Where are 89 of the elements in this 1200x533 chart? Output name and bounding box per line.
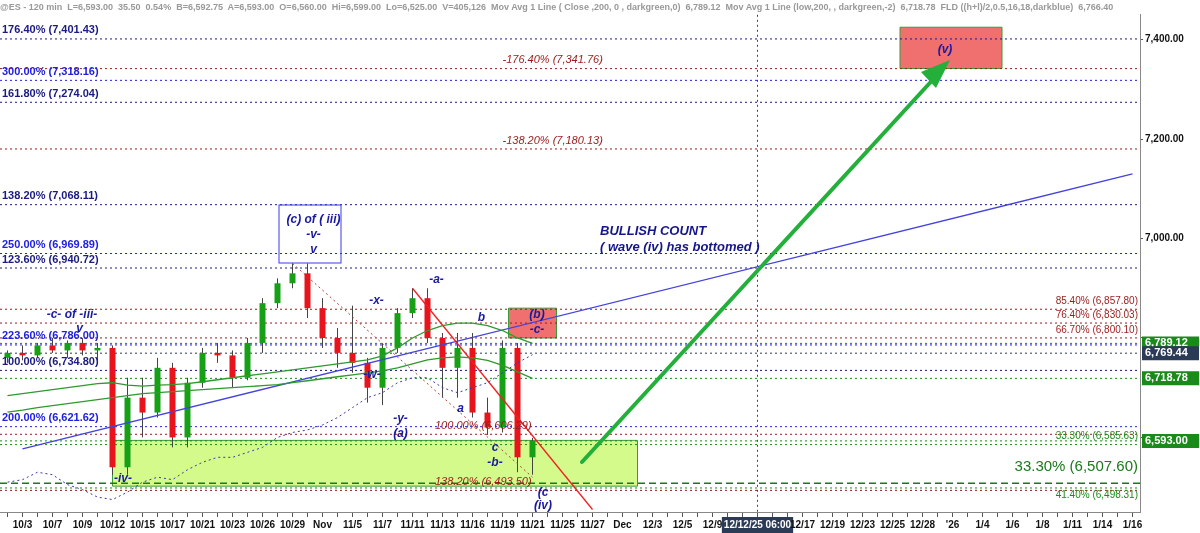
- annotation: -v-: [306, 226, 321, 241]
- x-tick-label: 1/4: [975, 518, 990, 530]
- ref-line-label: 161.80% (7,274.04): [2, 86, 99, 99]
- x-tick-label: 11/25: [550, 518, 576, 530]
- candlestick: [229, 349, 236, 389]
- x-tick-label: 10/26: [249, 518, 276, 530]
- annotation: -y-: [393, 411, 408, 426]
- ref-line-label: 6,718.78: [1145, 371, 1188, 384]
- x-tick-label: 10/7: [42, 518, 63, 530]
- y-tick-label: 7,000.00: [1145, 232, 1185, 244]
- ref-line-label: 300.00% (7,318.16): [2, 64, 99, 77]
- annotation: (c) of ( iii): [286, 212, 341, 227]
- annotation: a: [457, 401, 465, 416]
- x-tick-label: 11/21: [520, 518, 546, 530]
- ref-line-label: 250.00% (6,969.89): [2, 238, 99, 251]
- x-tick-label: 10/3: [12, 518, 33, 530]
- x-tick-label: 10/15: [129, 518, 156, 530]
- ref-line-label: -176.40% (7,341.76): [502, 53, 604, 66]
- candlestick: [139, 377, 146, 438]
- candlestick: [529, 437, 536, 476]
- ref-line-label: -138.20% (7,180.13): [502, 133, 604, 146]
- annotation: -iv-: [114, 470, 132, 485]
- x-tick-label: 1/6: [1005, 518, 1020, 530]
- ref-line-label: 66.70% (6,800.10): [1055, 323, 1138, 335]
- ref-line-label: 85.40% (6,857.80): [1055, 294, 1138, 306]
- annotation: (b): [529, 307, 545, 322]
- x-tick-label: 10/21: [189, 518, 216, 530]
- annotation: (a): [393, 425, 408, 440]
- ref-line-label: 123.60% (6,940.72): [2, 252, 99, 265]
- x-tick-label: 11/16: [460, 518, 486, 530]
- ref-line-label: 6,769.44: [1145, 346, 1189, 359]
- x-tick-label: 1/8: [1035, 518, 1050, 530]
- x-tick-label: 11/7: [373, 518, 393, 530]
- x-tick-label: '26: [945, 518, 960, 530]
- candlestick: [334, 327, 341, 369]
- x-tick-label: Dec: [613, 518, 633, 530]
- x-tick-label: 12/9: [702, 518, 723, 530]
- annotation: BULLISH COUNT: [600, 223, 708, 239]
- x-tick-label: Nov: [313, 518, 333, 530]
- x-tick-label: 11/5: [343, 518, 363, 530]
- x-tick-label: 10/17: [159, 518, 186, 530]
- x-tick-label: 1/11: [1063, 518, 1083, 530]
- candlestick: [274, 277, 281, 309]
- annotation: (v): [937, 41, 953, 56]
- ref-line-label: 33.30% (6,507.60): [1014, 457, 1138, 474]
- ref-line-label: 6,789.12: [1145, 336, 1188, 349]
- annotation: -c- of -iii-: [46, 307, 98, 322]
- x-tick-label: 11/13: [430, 518, 456, 530]
- chart-title: @ES - 120 min L=6,593.00 35.50 0.54% B=6,592.75 A=6,593.00 O=6,560.00 Hi=6,599.00 Lo=6,525.00 V=405,126 Mov Avg 1 Line ( Close ,200, 0 , darkgreen,0) 6,789.12 Mov Avg 1 Line (low,200, , darkgreen,-2) 6,718.78 FLD ((h+l)/2,0.5,16,18,darkblue) 6,766.40: [0, 1, 1114, 12]
- annotation: c: [491, 439, 499, 454]
- x-tick-label: 12/12/25 06:00: [723, 518, 792, 530]
- x-tick-label: 12/3: [642, 518, 663, 530]
- annotation: -x-: [369, 293, 384, 307]
- ref-line-label: 100.00% (6,734.80): [2, 354, 99, 367]
- annotation: (c: [537, 485, 549, 500]
- x-tick-label: 12/5: [672, 518, 693, 530]
- x-tick-label: 10/23: [219, 518, 246, 530]
- annotation: -b-: [487, 455, 503, 470]
- annotation: -a-: [429, 271, 444, 286]
- annotation: v: [310, 241, 319, 256]
- x-tick-label: 11/11: [400, 518, 425, 530]
- annotation: -c-: [529, 321, 545, 336]
- x-tick-label: 11/19: [490, 518, 516, 530]
- ref-line-label: 6,593.00: [1145, 433, 1188, 446]
- x-tick-label: 12/28: [909, 518, 936, 530]
- x-tick-label: 1/14: [1092, 518, 1113, 530]
- candlestick: [454, 332, 461, 399]
- ref-line-label: 76.40% (6,830.03): [1055, 308, 1138, 320]
- ref-line-label: 33.30% (6,585.63): [1055, 430, 1138, 442]
- ref-line-label: 138.20% (7,068.11): [2, 189, 99, 202]
- ref-line-label: 200.00% (6,621.62): [2, 411, 99, 424]
- annotation: b: [477, 310, 486, 325]
- x-tick-label: 11/27: [580, 518, 606, 530]
- x-tick-label: 1/16: [1122, 518, 1143, 530]
- annotation: -w-: [363, 366, 381, 381]
- annotation: (iv): [534, 498, 552, 513]
- x-tick-label: 10/9: [72, 518, 93, 530]
- x-tick-label: 10/12: [99, 518, 126, 530]
- x-tick-label: 12/19: [819, 518, 846, 530]
- x-tick-label: 12/25: [879, 518, 906, 530]
- annotation: ( wave (iv) has bottomed ): [600, 239, 760, 255]
- candlestick: [409, 287, 416, 319]
- y-tick-label: 7,200.00: [1145, 132, 1185, 144]
- ref-line-label: 176.40% (7,401.43): [2, 23, 99, 36]
- y-tick-label: 7,400.00: [1145, 33, 1185, 45]
- ref-line-label: 41.40% (6,498.31): [1055, 488, 1138, 500]
- candlestick: [289, 262, 296, 289]
- x-tick-label: 12/23: [849, 518, 876, 530]
- x-tick-label: 10/29: [279, 518, 306, 530]
